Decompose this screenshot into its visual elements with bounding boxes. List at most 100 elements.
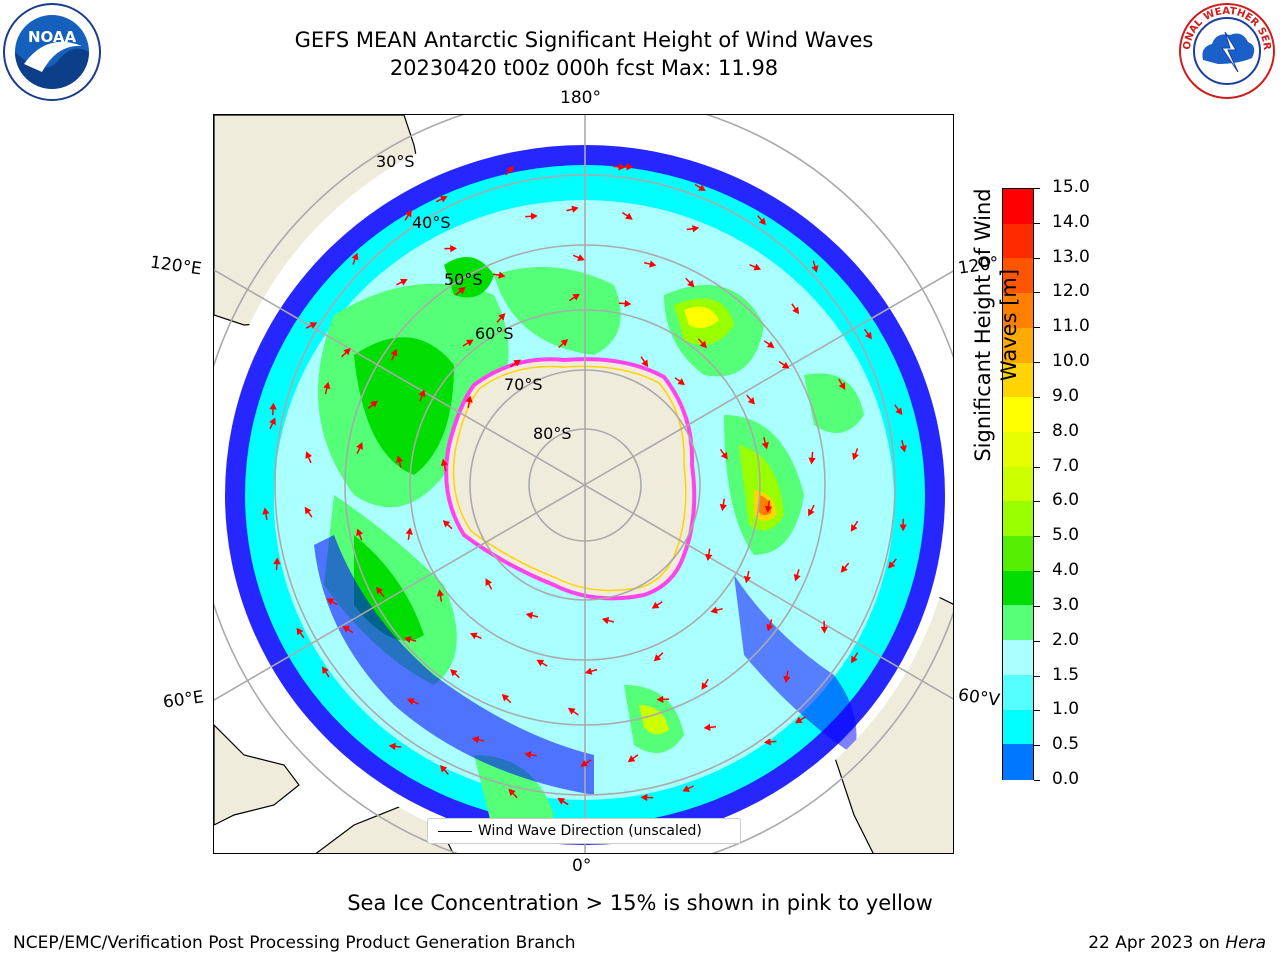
colorbar-tick-mark — [1034, 501, 1040, 503]
latitude-label-80s: 80°S — [533, 424, 572, 443]
colorbar-band — [1003, 709, 1033, 746]
colorbar-tick-mark — [1034, 640, 1040, 642]
wave-direction-arrowhead — [405, 527, 413, 535]
colorbar-band — [1003, 744, 1033, 781]
longitude-label-120e: 120°E — [148, 252, 203, 280]
wave-direction-arrowhead — [747, 397, 755, 405]
colorbar-tick-mark — [1034, 710, 1040, 712]
wave-direction-arrowhead — [692, 225, 700, 233]
colorbar-band — [1003, 223, 1033, 260]
wave-direction-arrowhead — [450, 669, 458, 677]
wave-direction-arrowhead — [850, 524, 858, 532]
wave-direction-arrowhead — [395, 455, 404, 463]
wave-direction-arrowhead — [851, 655, 858, 664]
wave-direction-arrowhead — [356, 442, 363, 450]
latitude-label-70s: 70°S — [504, 375, 543, 394]
wave-direction-arrowhead — [296, 627, 304, 636]
map-legend: Wind Wave Direction (unscaled) — [427, 818, 741, 844]
colorbar-band — [1003, 536, 1033, 572]
colorbar-tick-label: 12.0 — [1052, 281, 1090, 302]
wave-direction-arrowhead — [309, 322, 318, 329]
colorbar-tick-label: 6.0 — [1052, 490, 1080, 511]
colorbar-tick-mark — [1034, 327, 1040, 329]
colorbar-tick-mark — [1034, 362, 1040, 364]
wave-direction-arrowhead — [273, 557, 281, 565]
latitude-label-50s: 50°S — [444, 270, 483, 289]
longitude-label-60e: 60°E — [161, 687, 206, 713]
date-text: 22 Apr 2023 on — [1088, 933, 1226, 953]
wave-direction-arrowhead — [624, 299, 632, 308]
wave-direction-arrowhead — [405, 209, 412, 218]
wave-direction-arrowhead — [649, 260, 657, 268]
wave-direction-arrowhead — [436, 589, 445, 597]
latitude-label-40s: 40°S — [412, 213, 451, 232]
wave-direction-arrowhead — [720, 451, 728, 460]
wave-direction-arrowhead — [761, 441, 769, 450]
wave-direction-arrowhead — [501, 694, 510, 702]
colorbar-band — [1003, 431, 1033, 468]
colorbar-band — [1003, 327, 1033, 364]
wave-direction-arrowhead — [698, 184, 706, 191]
wave-direction-arrowhead — [811, 265, 819, 273]
wave-direction-arrowhead — [840, 565, 848, 573]
colorbar-tick-label: 9.0 — [1052, 385, 1080, 406]
colorbar-tick-mark — [1034, 257, 1040, 259]
noaa-logo: NOAA — [2, 2, 102, 102]
longitude-label-60w: 60°V — [956, 685, 1001, 711]
wave-direction-arrowhead — [677, 378, 686, 386]
colorbar-tick-label: 10.0 — [1052, 351, 1090, 372]
wave-direction-arrowhead — [400, 278, 408, 286]
wave-direction-arrowhead — [508, 788, 516, 797]
wave-direction-arrowhead — [304, 506, 312, 515]
wave-direction-arrowhead — [627, 755, 636, 763]
colorbar-band — [1003, 258, 1033, 295]
wave-direction-arrowhead — [753, 263, 762, 271]
colorbar-tick-label: 2.0 — [1052, 629, 1080, 650]
wave-direction-arrowhead — [471, 736, 480, 744]
colorbar-tick-mark — [1034, 292, 1040, 294]
colorbar-tick-mark — [1034, 780, 1040, 781]
colorbar-label: Significant Height of Wind Waves [m] — [970, 165, 1022, 485]
wave-direction-arrowhead — [865, 331, 872, 340]
wave-direction-arrowhead — [439, 765, 448, 773]
wave-direction-arrowhead — [701, 682, 709, 690]
wave-direction-arrowhead — [458, 286, 466, 295]
chart-subtitle: 20230420 t00z 000h fcst Max: 11.98 — [389, 56, 779, 80]
wave-direction-arrowhead — [719, 503, 727, 512]
colorbar-tick-mark — [1034, 396, 1040, 398]
wave-direction-arrowhead — [820, 626, 828, 634]
wave-direction-arrowhead — [342, 625, 351, 633]
colorbar-band — [1003, 189, 1033, 225]
graticule — [214, 115, 953, 853]
colorbar-label-line1: Significant Height of Wind — [971, 188, 995, 462]
colorbar-tick-label: 7.0 — [1052, 455, 1080, 476]
wave-direction-arrowhead — [641, 359, 649, 368]
machine-name: Hera — [1225, 933, 1266, 953]
wave-direction-arrowhead — [326, 598, 335, 605]
colorbar-band — [1003, 362, 1033, 399]
wave-direction-arrowhead — [524, 751, 532, 759]
map-canvas — [214, 115, 953, 853]
wave-direction-arrowhead — [440, 458, 449, 467]
wave-direction-arrowhead — [469, 632, 478, 640]
wave-direction-arrowhead — [651, 601, 660, 609]
map-panel — [213, 114, 954, 854]
colorbar-tick-label: 1.5 — [1052, 664, 1080, 685]
wave-direction-arrowhead — [465, 395, 473, 403]
wave-direction-arrowhead — [895, 407, 903, 416]
colorbar-band — [1003, 293, 1033, 329]
wave-direction-arrowhead — [899, 444, 907, 453]
colorbar-tick-mark — [1034, 431, 1040, 433]
colorbar-tick-label: 3.0 — [1052, 594, 1080, 615]
wave-direction-arrowhead — [710, 606, 718, 614]
wave-direction-arrowhead — [269, 402, 277, 410]
colorbar-tick-label: 0.5 — [1052, 734, 1080, 755]
colorbar-band — [1003, 466, 1033, 503]
wave-direction-arrowhead — [766, 623, 774, 632]
wave-direction-arrowhead — [584, 667, 593, 675]
longitude-label-180: 180° — [560, 88, 601, 108]
legend-line-sample — [438, 831, 472, 832]
wave-direction-arrowhead — [466, 339, 474, 347]
wave-direction-arrowhead — [699, 340, 707, 349]
colorbar-tick-label: 11.0 — [1052, 316, 1090, 337]
